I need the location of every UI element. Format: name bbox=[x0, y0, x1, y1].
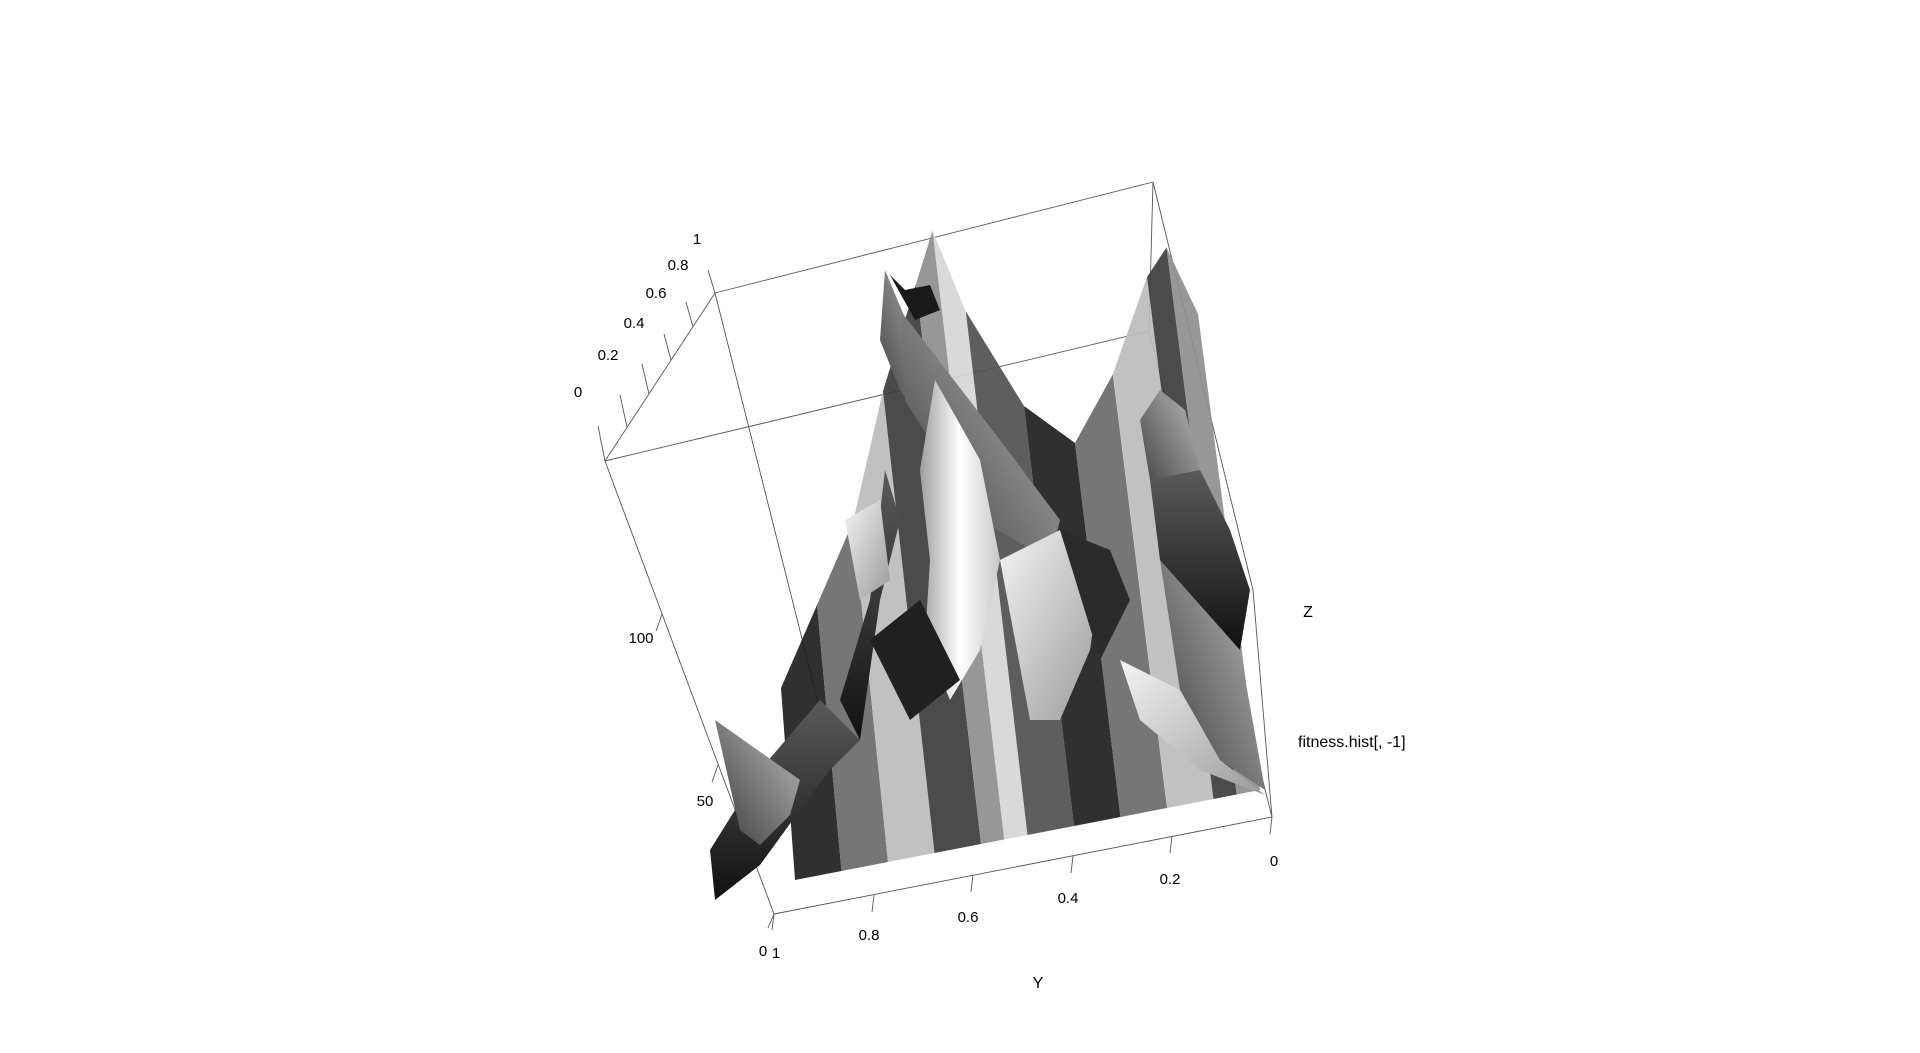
z-axis-tick-labels: 0 0.2 0.4 0.6 0.8 1 bbox=[574, 231, 701, 401]
y-tick-mark bbox=[871, 894, 875, 913]
z-axis-ticks bbox=[597, 269, 716, 462]
y-tick-mark bbox=[1269, 816, 1273, 835]
y-tick-label: 0 bbox=[1270, 853, 1278, 870]
surface-facets bbox=[710, 270, 1265, 900]
surface-facet bbox=[1150, 470, 1250, 650]
y-tick-mark bbox=[970, 874, 974, 893]
x-axis-ticks bbox=[655, 613, 775, 929]
surface-facet bbox=[845, 500, 890, 600]
x-tick-mark bbox=[711, 764, 719, 783]
surface-facet bbox=[900, 310, 1060, 560]
z-tick-label: 0.4 bbox=[624, 315, 645, 332]
y-tick-mark bbox=[771, 913, 775, 931]
z-tick-label: 0.6 bbox=[646, 285, 667, 302]
y-tick-label: 1 bbox=[772, 945, 780, 962]
y-tick-mark bbox=[1169, 835, 1173, 854]
z-tick-label: 1 bbox=[693, 231, 701, 248]
z-tick-mark bbox=[619, 394, 628, 428]
surface-facet bbox=[1140, 390, 1200, 500]
y-tick-label: 0.2 bbox=[1160, 871, 1181, 888]
surface-facet bbox=[1060, 530, 1130, 660]
surface-facet bbox=[870, 600, 960, 720]
box-edge bbox=[1252, 589, 1273, 818]
y-axis-ticks bbox=[771, 816, 1273, 931]
surface-facet bbox=[840, 470, 900, 740]
z-tick-mark bbox=[707, 269, 716, 294]
surface-facet bbox=[1120, 660, 1265, 795]
y-tick-mark bbox=[1070, 855, 1074, 874]
y-axis-tick-labels: 1 0.8 0.6 0.4 0.2 0 bbox=[772, 853, 1278, 962]
z-tick-mark bbox=[663, 333, 672, 361]
surface-facet bbox=[890, 275, 940, 320]
x-tick-mark bbox=[655, 613, 663, 632]
x-tick-mark bbox=[767, 913, 775, 929]
surface-facet bbox=[715, 720, 800, 845]
surface-facet bbox=[920, 380, 1000, 700]
box-edge bbox=[604, 292, 716, 462]
z-tick-label: 0.2 bbox=[598, 347, 619, 364]
x-axis-title: fitness.hist[, -1] bbox=[1298, 734, 1406, 751]
y-axis-title: Y bbox=[1033, 975, 1044, 992]
z-axis-title: Z bbox=[1303, 604, 1313, 621]
x-tick-label: 50 bbox=[697, 793, 714, 810]
y-tick-label: 0.4 bbox=[1058, 890, 1079, 907]
z-tick-label: 0 bbox=[574, 384, 582, 401]
x-axis-tick-labels: 0 50 100 bbox=[628, 630, 767, 960]
y-tick-label: 0.6 bbox=[958, 909, 979, 926]
x-tick-label: 100 bbox=[628, 630, 653, 647]
z-tick-mark bbox=[597, 425, 606, 462]
surface-facet bbox=[1160, 560, 1265, 790]
z-tick-mark bbox=[641, 363, 650, 395]
z-tick-mark bbox=[685, 301, 694, 328]
z-tick-label: 0.8 bbox=[668, 257, 689, 274]
y-tick-label: 0.8 bbox=[859, 927, 880, 944]
box-edge bbox=[604, 330, 1150, 462]
x-tick-label: 0 bbox=[759, 943, 767, 960]
box-edge bbox=[773, 816, 1273, 915]
